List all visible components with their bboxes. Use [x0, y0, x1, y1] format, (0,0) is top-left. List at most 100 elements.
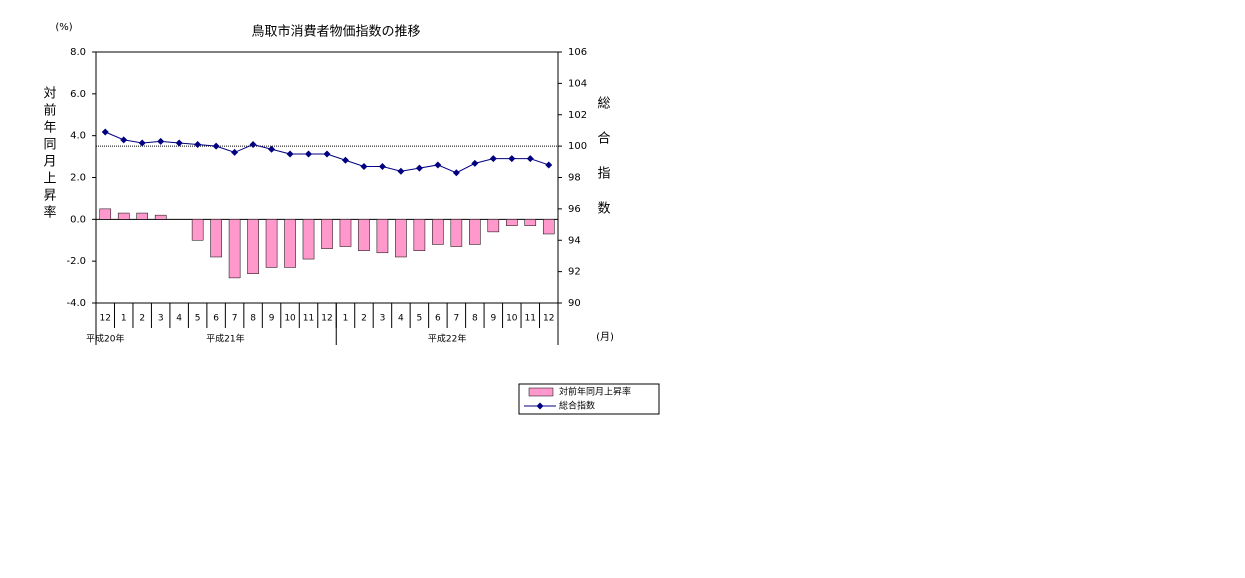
legend-label: 対前年同月上昇率: [559, 386, 631, 398]
marker: [341, 156, 349, 164]
y2-tick-label: 94: [568, 235, 581, 246]
marker: [286, 150, 294, 158]
x-tick-label: 7: [232, 314, 238, 324]
x-tick-label: 5: [195, 314, 201, 324]
y-tick-label: 4.0: [70, 131, 86, 142]
x-unit: (月): [596, 331, 614, 343]
x-tick-label: 11: [303, 314, 314, 324]
bar: [487, 219, 500, 233]
bar: [506, 219, 518, 226]
x-tick-label: 7: [453, 314, 459, 324]
marker: [138, 139, 146, 147]
x-tick-label: 4: [398, 314, 404, 324]
bar: [413, 219, 426, 251]
y2-tick-label: 100: [568, 141, 587, 152]
x-tick-label: 3: [158, 314, 164, 324]
x-tick-label: 9: [490, 314, 496, 324]
y-tick-label: -4.0: [66, 298, 86, 309]
y-tick-label: 6.0: [70, 89, 86, 100]
x-tick-label: 6: [435, 314, 441, 324]
bar: [302, 219, 315, 260]
y2-tick-label: 104: [568, 78, 587, 89]
bar: [376, 219, 389, 254]
y-tick-label: 2.0: [70, 173, 86, 184]
x-tick-label: 10: [284, 314, 296, 324]
x-tick-label: 8: [472, 314, 478, 324]
bar: [339, 219, 352, 247]
x-tick-label: 3: [380, 314, 386, 324]
y-axis-label: 対前年同月上昇率: [41, 86, 57, 222]
bar: [358, 219, 370, 251]
marker: [268, 145, 276, 153]
marker: [360, 163, 368, 171]
legend-label: 総合指数: [559, 400, 595, 412]
marker: [434, 161, 442, 169]
chart-title: 鳥取市消費者物価指数の推移: [251, 24, 420, 40]
marker: [508, 155, 516, 163]
x-tick-label: 1: [121, 314, 127, 324]
x-group-label: 平成21年: [206, 333, 244, 345]
bar: [450, 219, 463, 247]
marker: [194, 141, 202, 149]
bar: [154, 214, 167, 220]
bar: [432, 219, 444, 245]
marker: [378, 163, 386, 171]
bar: [265, 219, 278, 268]
x-tick-label: 12: [543, 314, 554, 324]
plot-frame: [95, 51, 559, 304]
bar: [191, 219, 204, 241]
x-tick-label: 12: [100, 314, 111, 324]
marker: [452, 169, 460, 177]
x-tick-label: 2: [139, 314, 145, 324]
bar: [228, 219, 241, 279]
x-tick-label: 2: [361, 314, 367, 324]
marker: [212, 142, 220, 150]
marker: [415, 164, 423, 172]
bar: [136, 212, 148, 220]
x-tick-label: 10: [506, 314, 518, 324]
bar: [524, 219, 537, 226]
x-tick-label: 11: [525, 314, 536, 324]
bar: [469, 219, 481, 245]
marker: [489, 155, 497, 163]
legend-marker: [536, 402, 544, 410]
y2-tick-label: 98: [568, 173, 581, 184]
marker: [305, 150, 313, 158]
bar: [395, 219, 407, 258]
y2-tick-label: 96: [568, 204, 581, 215]
legend-swatch: [528, 387, 554, 397]
bar: [117, 212, 130, 220]
marker: [545, 161, 553, 169]
x-tick-label: 12: [321, 314, 332, 324]
bar: [542, 219, 555, 235]
marker: [526, 155, 534, 163]
marker: [175, 139, 183, 147]
y2-axis-label: 総合指数: [595, 96, 611, 236]
marker: [471, 159, 479, 167]
bar: [210, 219, 222, 258]
x-tick-label: 6: [213, 314, 219, 324]
y-tick-label: 8.0: [70, 47, 86, 58]
x-tick-label: 5: [417, 314, 423, 324]
bar: [321, 219, 333, 249]
y-unit: (%): [55, 22, 72, 33]
y-tick-label: 0.0: [70, 214, 86, 225]
x-tick-label: 9: [269, 314, 275, 324]
y2-tick-label: 90: [568, 298, 581, 309]
y2-tick-label: 92: [568, 267, 581, 278]
x-tick-label: 4: [176, 314, 182, 324]
y-tick-label: -2.0: [66, 256, 86, 267]
marker: [249, 141, 257, 149]
bar: [99, 208, 112, 220]
y2-tick-label: 102: [568, 110, 587, 121]
y2-tick-label: 106: [568, 47, 587, 58]
marker: [120, 136, 128, 144]
x-group-label: 平成20年: [86, 333, 124, 345]
x-tick-label: 8: [250, 314, 256, 324]
x-tick-label: 1: [343, 314, 349, 324]
marker: [101, 128, 109, 136]
marker: [157, 137, 165, 145]
bar: [247, 219, 259, 274]
bar: [284, 219, 296, 268]
